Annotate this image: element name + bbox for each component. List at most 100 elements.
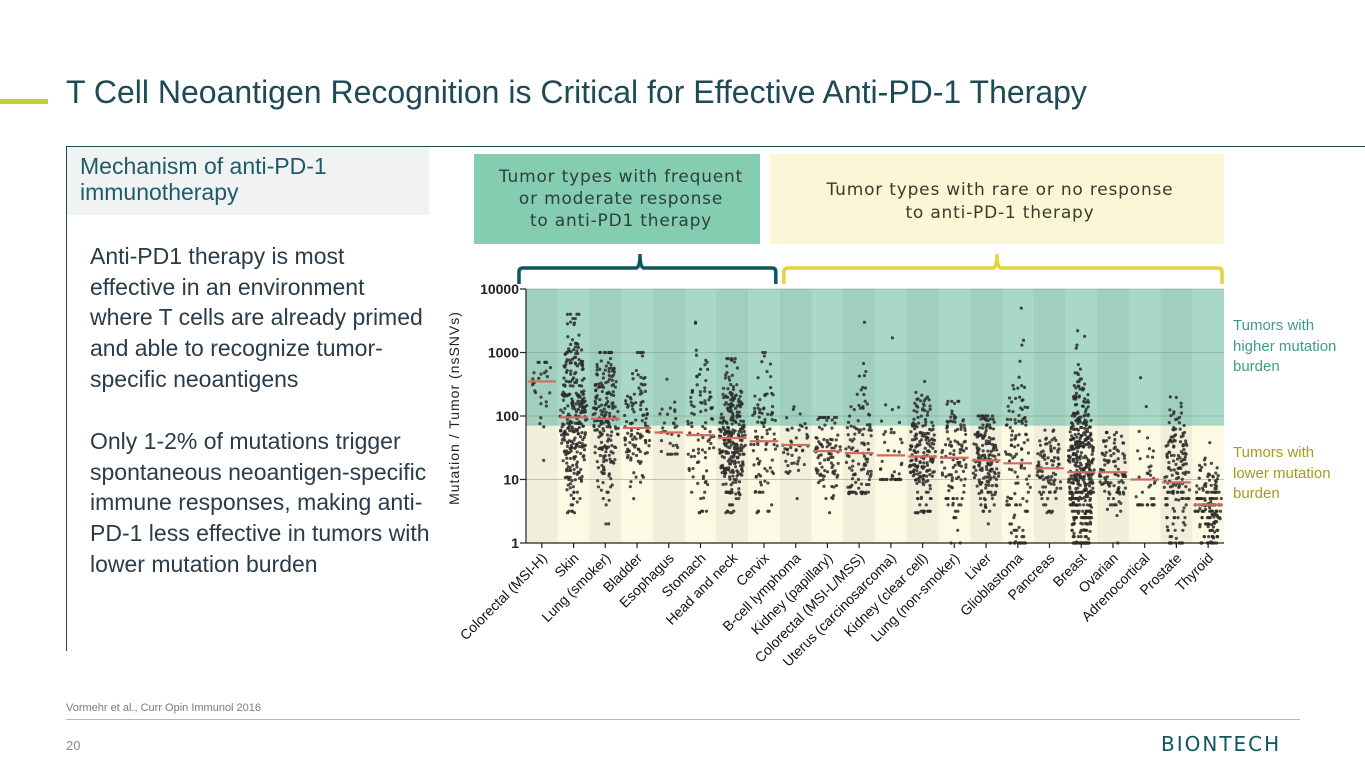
data-point [918,503,922,507]
data-point [729,357,734,361]
data-point [979,454,984,458]
data-point [1210,509,1214,513]
data-point [981,509,985,513]
data-point [1151,449,1156,453]
data-point [1089,476,1093,480]
data-point [561,410,565,414]
data-point [1146,472,1150,476]
data-point [738,446,742,450]
data-point [926,490,930,494]
data-point [953,401,957,406]
data-point [1117,480,1121,484]
data-point [771,471,776,476]
data-point [721,392,725,396]
mechanism-paragraph-1: Anti-PD1 therapy is most effective in an… [90,243,423,392]
data-point [1003,450,1008,454]
data-point [953,439,957,443]
data-point [1072,531,1076,535]
data-point [629,428,634,433]
data-point [1013,418,1017,422]
data-point [638,432,642,436]
data-point [946,420,950,424]
data-point [563,438,567,442]
data-point [1006,495,1010,499]
data-point [1203,462,1207,467]
data-point [919,414,923,418]
data-point [1040,496,1044,501]
data-point [563,406,567,411]
data-point [1071,481,1075,485]
data-point [964,446,968,450]
data-point [1122,492,1126,496]
data-point [1168,395,1172,399]
data-point [1168,535,1172,539]
data-point [1196,509,1200,513]
data-point [723,376,728,380]
data-point [949,444,954,448]
data-point [565,456,569,460]
data-point [1215,496,1219,501]
data-point [909,444,913,448]
data-point [721,416,725,420]
data-point [830,446,834,450]
data-point [992,503,996,507]
data-point [897,477,902,481]
data-point [623,413,627,418]
data-point [571,316,575,321]
data-point [858,406,863,410]
data-point [738,472,743,476]
data-point [688,431,692,435]
data-point [792,461,796,465]
data-point [737,480,742,484]
data-point [703,456,708,460]
data-point [1145,503,1149,507]
data-point [1083,499,1087,503]
data-point [709,441,713,446]
data-point [614,445,618,450]
data-point [959,423,963,427]
data-point [568,468,573,473]
data-point [703,402,707,406]
data-point [852,408,856,412]
data-point [1082,387,1086,391]
data-point [728,511,732,515]
data-point [599,440,604,444]
data-point [576,345,580,350]
data-point [1091,486,1095,490]
data-point [647,438,652,443]
data-point [922,404,926,408]
data-point [564,351,568,355]
data-point [1198,525,1202,529]
data-point [959,427,963,432]
data-point [930,474,934,478]
data-point [1045,461,1049,466]
data-point [722,474,727,478]
data-point [571,463,575,467]
data-point [576,432,580,436]
data-point [737,397,741,402]
category-group [527,360,557,462]
data-point [983,456,987,460]
category-group [844,320,874,496]
data-point [741,463,745,467]
data-point [594,402,598,406]
data-point [950,409,954,413]
category-group [1066,329,1096,545]
data-point [1203,483,1207,487]
data-point [772,432,776,436]
data-point [578,362,582,366]
data-point [696,447,701,451]
data-point [699,496,703,501]
data-point [737,496,741,501]
data-point [1174,536,1178,540]
data-point [568,361,572,365]
data-point [607,453,611,457]
left-panel-border [66,146,67,651]
data-point [721,386,726,390]
data-point [804,426,808,430]
data-point [1211,525,1216,529]
data-point [786,452,790,456]
data-point [625,455,630,460]
data-point [770,418,774,422]
data-point [629,458,633,462]
